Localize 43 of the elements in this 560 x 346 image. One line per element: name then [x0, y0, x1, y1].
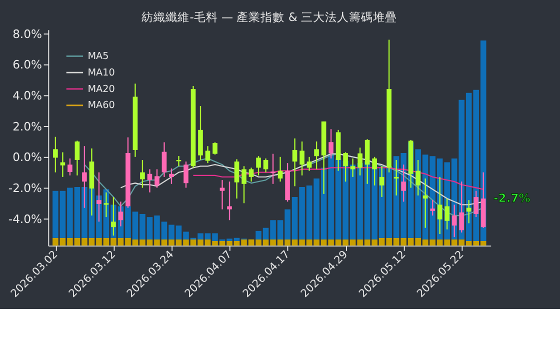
candlestick [140, 159, 145, 188]
candlestick [169, 168, 174, 184]
legend-label: MA60 [88, 100, 115, 112]
candlestick [68, 158, 72, 176]
candlestick [248, 167, 254, 182]
candlestick [212, 142, 218, 156]
chart-title: 紡織纖維-毛料 — 產業指數 & 三大法人籌碼堆疊 [142, 10, 398, 24]
candlestick [74, 140, 80, 176]
candlestick [306, 156, 312, 172]
candlestick [263, 158, 268, 173]
y-tick-label: -2.0% [8, 181, 42, 196]
y-tick-label: 0.0% [12, 150, 42, 164]
y-tick-label: -4.0% [8, 212, 42, 226]
candlestick [162, 142, 167, 178]
candlestick [466, 200, 472, 224]
candlestick [184, 160, 188, 188]
candlestick [111, 196, 116, 236]
y-tick-label: 8.0% [12, 26, 42, 41]
candlestick [292, 138, 298, 187]
candlestick [350, 158, 356, 178]
candlestick [278, 156, 283, 182]
candlestick [256, 156, 261, 176]
candlestick [474, 190, 479, 218]
legend-label: MA20 [88, 84, 115, 95]
candlestick [430, 200, 435, 216]
y-tick-label: 4.0% [12, 88, 42, 103]
candlestick [53, 136, 58, 173]
candlestick [60, 152, 66, 178]
candlestick [270, 153, 276, 184]
y-tick-label: 6.0% [12, 58, 42, 72]
candlestick [227, 181, 232, 221]
candlestick [300, 140, 304, 176]
candlestick [205, 146, 210, 164]
candlestick [220, 179, 225, 210]
text: -2.7% [493, 191, 531, 206]
legend-label: MA5 [88, 51, 109, 62]
candlestick [242, 166, 246, 204]
y-tick-label: 2.0% [12, 119, 42, 134]
candlestick [314, 140, 319, 170]
candlestick [234, 158, 240, 200]
candlestick [147, 168, 152, 193]
legend-label: MA10 [88, 67, 115, 78]
candlestick [154, 168, 160, 188]
